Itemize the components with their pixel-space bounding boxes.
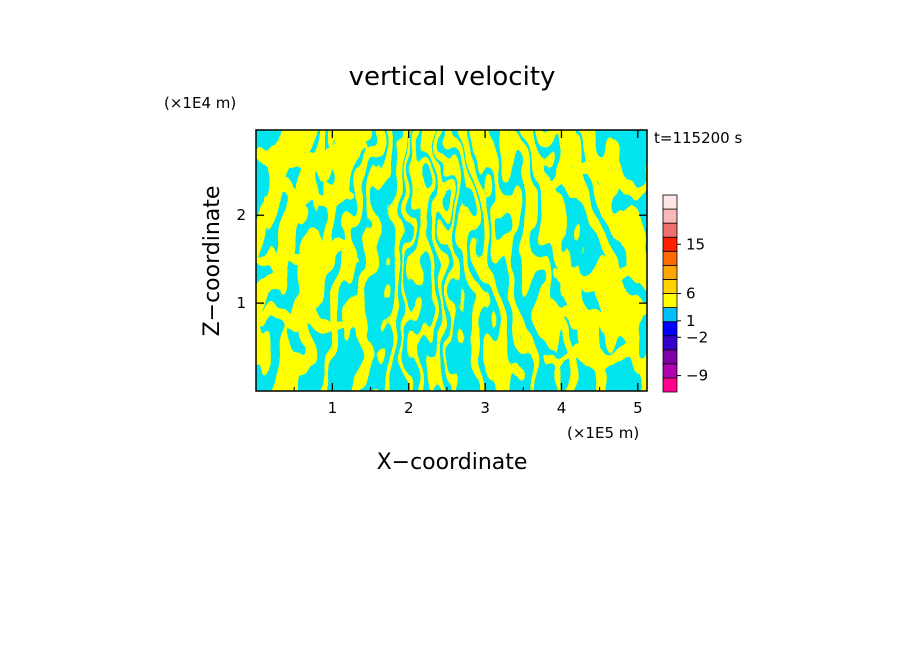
colorbar-level [662,264,678,280]
colorbar-level [662,335,678,351]
positive-band [256,149,362,168]
positive-band [541,349,647,370]
colorbar-level [662,307,678,323]
colorbar-level [662,363,678,379]
positive-band [499,130,574,391]
positive-band [256,311,362,330]
colorbar-level [662,349,678,365]
y-tick-label: 2 [236,206,246,224]
positive-band [400,130,417,391]
colorbar-level [662,279,678,294]
positive-band [545,307,647,328]
chart-title: vertical velocity [349,62,556,92]
colorbar-label: 1 [686,312,696,330]
colorbar-label: 15 [686,235,705,253]
x-tick-label: 4 [557,399,567,417]
positive-band [256,186,352,205]
colorbar-level [662,236,678,252]
x-tick-label: 1 [328,399,338,417]
colorbar-level [662,321,678,337]
positive-band [431,130,446,391]
positive-band [541,166,647,187]
colorbar-level [662,222,678,238]
wave-bands [256,130,647,391]
positive-band [256,246,358,265]
positive-band [481,130,538,391]
x-tick-label: 2 [404,399,414,417]
positive-band [441,130,462,391]
positive-band [452,130,485,391]
colorbar-level [662,377,678,393]
colorbar-label: −9 [686,367,708,385]
colorbar-level [662,208,678,224]
colorbar: 15 6 1−2 −9 [662,194,708,393]
velocity-field [256,130,647,391]
time-label: t=115200 s [654,129,742,147]
plot-frame [255,129,648,392]
positive-band [551,263,647,284]
y-axis-label: Z−coordinate [200,186,225,337]
x-unit-label: (×1E5 m) [567,424,639,442]
colorbar-label: 6 [686,285,696,303]
y-unit-label: (×1E4 m) [164,94,236,112]
positive-band [348,130,394,391]
y-tick-label: 1 [236,294,246,312]
x-tick-label: 5 [633,399,643,417]
y-axis-ticks: 12 [236,206,647,312]
positive-band [377,130,410,391]
positive-band [417,130,428,391]
x-axis-ticks: 1 2 3 4 5 [293,130,643,417]
colorbar-level [662,293,678,308]
colorbar-label: −2 [686,328,708,346]
x-axis-label: X−coordinate [377,450,528,475]
colorbar-level [662,194,678,210]
colorbar-level [662,250,678,266]
positive-band [464,130,510,391]
x-tick-label: 3 [480,399,490,417]
